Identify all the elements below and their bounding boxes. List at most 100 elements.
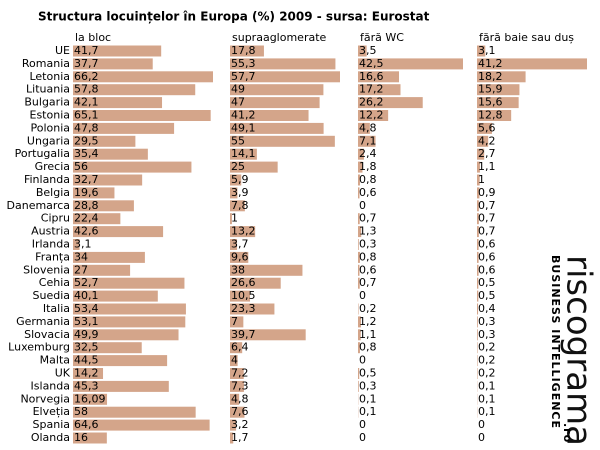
category-label: Franța [35, 250, 70, 263]
value-label: 0,9 [478, 186, 496, 199]
value-label: 0 [359, 199, 366, 212]
value-label: 7,8 [231, 199, 249, 212]
value-label: 37,7 [74, 57, 99, 70]
category-label: Irlanda [32, 238, 70, 251]
bar [73, 187, 115, 199]
category-label: Polonia [30, 121, 70, 134]
category-label: Germania [16, 315, 70, 328]
bar [477, 251, 479, 263]
value-label: 44,5 [74, 354, 99, 367]
value-label: 0,3 [359, 379, 377, 392]
value-label: 53,1 [74, 315, 99, 328]
series-header: supraaglomerate [232, 31, 327, 44]
category-label: Grecia [35, 160, 70, 173]
value-label: 0,1 [478, 405, 496, 418]
bar [358, 174, 360, 186]
bar [358, 148, 364, 160]
value-label: 0 [359, 289, 366, 302]
value-label: 39,7 [231, 328, 256, 341]
bar [73, 303, 186, 315]
category-label: Finlanda [24, 173, 70, 186]
value-label: 42,1 [74, 96, 99, 109]
bar [73, 393, 108, 405]
bar [73, 432, 107, 444]
value-label: 1 [478, 173, 485, 186]
bar [73, 264, 131, 276]
value-label: 15,9 [478, 83, 503, 96]
value-label: 7,6 [231, 405, 249, 418]
value-label: 0,6 [478, 250, 496, 263]
bar [477, 200, 479, 212]
value-label: 40,1 [74, 289, 99, 302]
bar [358, 58, 463, 70]
value-label: 52,7 [74, 276, 99, 289]
bar [230, 303, 275, 315]
bar [73, 290, 158, 302]
bar [230, 84, 324, 96]
logo-domain: .ro [561, 423, 574, 443]
value-label: 27 [74, 263, 88, 276]
bar [230, 239, 238, 250]
bar [230, 200, 245, 212]
value-label: 0,2 [478, 354, 496, 367]
category-label: Slovenia [23, 263, 70, 276]
value-label: 41,7 [74, 44, 99, 57]
value-label: 34 [74, 250, 88, 263]
value-label: 56 [74, 160, 88, 173]
bar [358, 368, 360, 379]
bar [73, 406, 196, 418]
logo-tagline: BUSINESS INTELLIGENCE [549, 255, 562, 429]
value-label: 0 [359, 431, 366, 444]
bar [230, 71, 340, 83]
value-label: 4,8 [359, 121, 377, 134]
bar [477, 226, 479, 238]
value-label: 41,2 [231, 109, 256, 122]
value-label: 3,2 [231, 418, 249, 431]
bar [358, 97, 423, 109]
value-label: 0,6 [359, 263, 377, 276]
value-label: 0,3 [478, 315, 496, 328]
bar [73, 45, 162, 57]
value-label: 10,5 [231, 289, 256, 302]
value-label: 18,2 [478, 70, 503, 83]
bar [73, 342, 142, 354]
bar [477, 213, 479, 225]
category-label: UK [55, 367, 71, 380]
bar [477, 161, 480, 173]
bar [358, 342, 360, 354]
bar [230, 135, 335, 147]
bar [358, 239, 359, 250]
value-label: 64,6 [74, 418, 99, 431]
value-label: 2,4 [359, 147, 377, 160]
value-label: 0,1 [359, 405, 377, 418]
bar [477, 316, 478, 328]
value-label: 0,4 [478, 302, 496, 315]
bar [358, 264, 360, 276]
bar [230, 264, 303, 276]
bar [73, 226, 164, 238]
bar [477, 239, 479, 250]
bar [230, 187, 238, 199]
bar [477, 148, 485, 160]
category-label: Lituania [26, 83, 70, 96]
value-label: 0 [478, 431, 485, 444]
bar [477, 135, 489, 147]
bar [477, 368, 478, 379]
bar [73, 316, 186, 328]
value-label: 26,2 [359, 96, 384, 109]
bar [73, 200, 134, 212]
bar [358, 226, 362, 238]
bar [358, 213, 360, 225]
logo: riscograma BUSINESS INTELLIGENCE .ro [549, 255, 599, 446]
category-label: Cehia [39, 276, 70, 289]
value-label: 7,1 [359, 134, 377, 147]
category-label: Olanda [31, 431, 70, 444]
series-header: fără baie sau duș [479, 31, 574, 44]
value-label: 7,3 [231, 379, 249, 392]
category-label: Letonia [29, 70, 70, 83]
value-label: 3,1 [478, 44, 496, 57]
bar [477, 290, 479, 302]
bar [477, 303, 479, 315]
value-label: 4,2 [478, 134, 496, 147]
value-label: 1 [231, 212, 238, 225]
